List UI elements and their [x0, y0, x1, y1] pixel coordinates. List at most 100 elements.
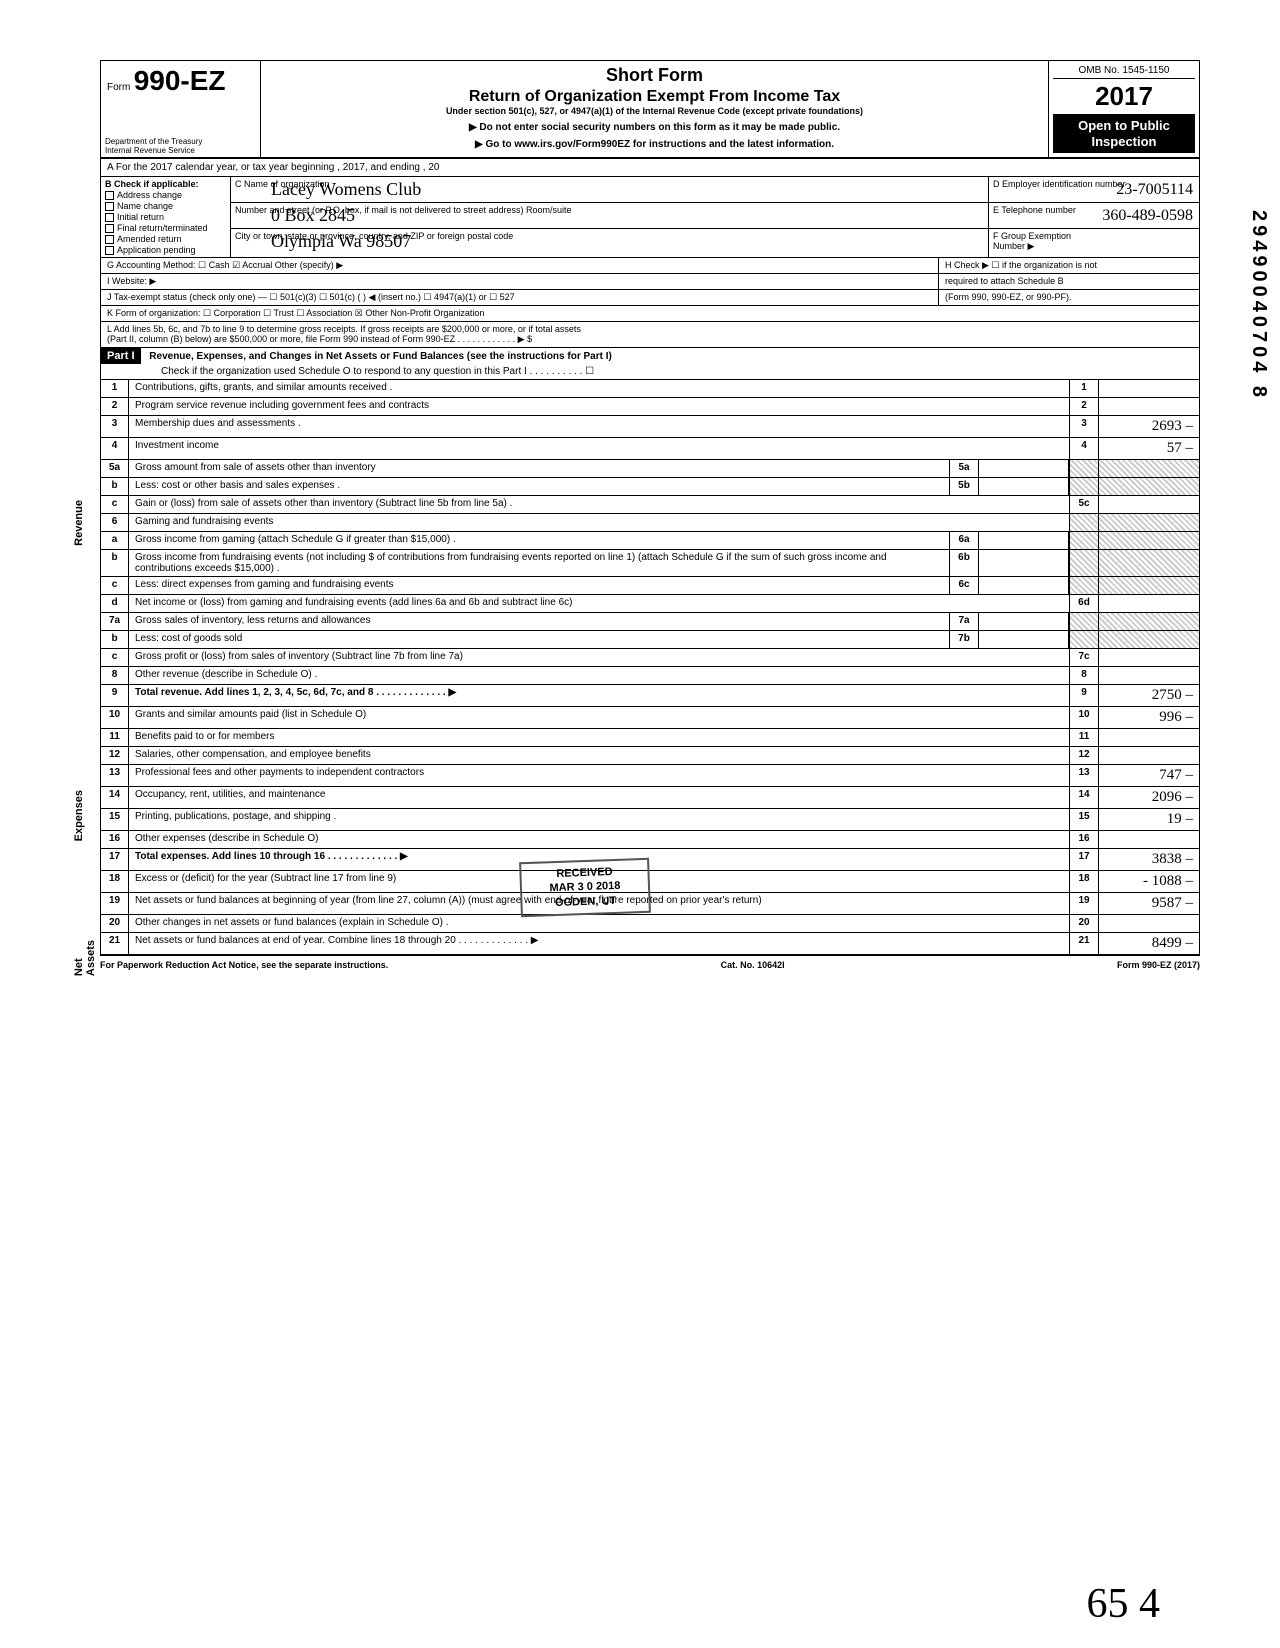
line-num: 2	[101, 398, 129, 415]
line-right-val[interactable]	[1099, 496, 1199, 513]
line-right-num: 16	[1069, 831, 1099, 848]
line-5a: 5aGross amount from sale of assets other…	[101, 460, 1199, 478]
line-right-val[interactable]: 9587 –	[1099, 893, 1199, 914]
line-right-num: 18	[1069, 871, 1099, 892]
line-right-val[interactable]	[1099, 380, 1199, 397]
line-sub-val[interactable]	[979, 532, 1069, 549]
line-sub-val[interactable]	[979, 460, 1069, 477]
check-final[interactable]: Final return/terminated	[105, 223, 226, 233]
line-right-num: 20	[1069, 915, 1099, 932]
line-sub-val[interactable]	[979, 631, 1069, 648]
line-right-num: 6d	[1069, 595, 1099, 612]
line-right-val[interactable]	[1099, 532, 1199, 549]
footer-center: Cat. No. 10642I	[721, 960, 785, 970]
line-desc: Investment income	[129, 438, 1069, 459]
line-right-val[interactable]	[1099, 577, 1199, 594]
line-right-num	[1069, 478, 1099, 495]
line-13: 13Professional fees and other payments t…	[101, 765, 1199, 787]
line-right-num: 9	[1069, 685, 1099, 706]
check-initial[interactable]: Initial return	[105, 212, 226, 222]
line-sub-box: 7b	[949, 631, 979, 648]
line-right-val[interactable]: - 1088 –	[1099, 871, 1199, 892]
open-public: Open to Public Inspection	[1053, 114, 1195, 153]
vertical-number: 29490040704 8	[1247, 210, 1270, 401]
line-right-num	[1069, 631, 1099, 648]
line-right-num: 11	[1069, 729, 1099, 746]
footer: For Paperwork Reduction Act Notice, see …	[100, 956, 1200, 974]
line-desc: Other changes in net assets or fund bala…	[129, 915, 1069, 932]
form-header: Form 990-EZ Department of the Treasury I…	[101, 61, 1199, 159]
line-right-val[interactable]: 3838 –	[1099, 849, 1199, 870]
title-small: Under section 501(c), 527, or 4947(a)(1)…	[271, 106, 1038, 116]
line-right-val[interactable]: 8499 –	[1099, 933, 1199, 954]
line-right-val[interactable]	[1099, 514, 1199, 531]
line-num: a	[101, 532, 129, 549]
phone-label: E Telephone number	[993, 205, 1076, 215]
line-a: aGross income from gaming (attach Schedu…	[101, 532, 1199, 550]
arrow2: ▶ Go to www.irs.gov/Form990EZ for instru…	[271, 139, 1038, 150]
line-right-val[interactable]: 2693 –	[1099, 416, 1199, 437]
line-right-val[interactable]	[1099, 747, 1199, 764]
check-address[interactable]: Address change	[105, 190, 226, 200]
line-sub-val[interactable]	[979, 478, 1069, 495]
check-amended[interactable]: Amended return	[105, 234, 226, 244]
form-number: 990-EZ	[134, 65, 226, 96]
line-right-val[interactable]	[1099, 478, 1199, 495]
line-12: 12Salaries, other compensation, and empl…	[101, 747, 1199, 765]
line-b: bGross income from fundraising events (n…	[101, 550, 1199, 577]
line-num: b	[101, 550, 129, 576]
line-sub-val[interactable]	[979, 613, 1069, 630]
line-right-val[interactable]	[1099, 595, 1199, 612]
line-sub-box: 7a	[949, 613, 979, 630]
year-num: 17	[1124, 81, 1153, 111]
line-sub-val[interactable]	[979, 577, 1069, 594]
line-right-val[interactable]	[1099, 550, 1199, 576]
line-sub-val[interactable]	[979, 550, 1069, 576]
line-num: 1	[101, 380, 129, 397]
line-right-val[interactable]	[1099, 649, 1199, 666]
line-right-val[interactable]	[1099, 667, 1199, 684]
line-right-val[interactable]	[1099, 729, 1199, 746]
phone-row: E Telephone number 360-489-0598	[989, 203, 1199, 229]
line-right-val[interactable]: 747 –	[1099, 765, 1199, 786]
check-pending[interactable]: Application pending	[105, 245, 226, 255]
check-name[interactable]: Name change	[105, 201, 226, 211]
line-right-num	[1069, 577, 1099, 594]
line-20: 20Other changes in net assets or fund ba…	[101, 915, 1199, 933]
part1-title: Revenue, Expenses, and Changes in Net As…	[143, 349, 618, 364]
title-cell: Short Form Return of Organization Exempt…	[261, 61, 1049, 157]
line-18: 18Excess or (deficit) for the year (Subt…	[101, 871, 1199, 893]
line-right-val[interactable]	[1099, 460, 1199, 477]
title-main: Short Form	[271, 65, 1038, 86]
line-11: 11Benefits paid to or for members11	[101, 729, 1199, 747]
ein-label: D Employer identification number	[993, 179, 1126, 189]
footer-left: For Paperwork Reduction Act Notice, see …	[100, 960, 388, 970]
line-right-val[interactable]	[1099, 398, 1199, 415]
line-right-val[interactable]	[1099, 915, 1199, 932]
line-right-num: 3	[1069, 416, 1099, 437]
line-desc: Less: cost or other basis and sales expe…	[129, 478, 949, 495]
col-c: C Name of organization Lacey Womens Club…	[231, 177, 989, 257]
line-num: 18	[101, 871, 129, 892]
line-right-val[interactable]: 19 –	[1099, 809, 1199, 830]
line-right-val[interactable]: 996 –	[1099, 707, 1199, 728]
line-num: 7a	[101, 613, 129, 630]
addr-value: 0 Box 2845	[271, 205, 355, 226]
bottom-handwriting: 65 4	[1087, 1580, 1161, 1628]
line-right-val[interactable]: 2750 –	[1099, 685, 1199, 706]
line-desc: Net assets or fund balances at end of ye…	[129, 933, 1069, 954]
ein-value: 23-7005114	[1116, 181, 1193, 199]
addr-row: Number and street (or P.O. box, if mail …	[231, 203, 988, 229]
line-right-val[interactable]	[1099, 831, 1199, 848]
line-right-val[interactable]: 2096 –	[1099, 787, 1199, 808]
line-right-num	[1069, 460, 1099, 477]
line-desc: Occupancy, rent, utilities, and maintena…	[129, 787, 1069, 808]
line-right-val[interactable]	[1099, 613, 1199, 630]
lines-section: Revenue Expenses Net Assets 1Contributio…	[101, 380, 1199, 955]
org-name-value: Lacey Womens Club	[271, 179, 421, 200]
line-right-val[interactable]: 57 –	[1099, 438, 1199, 459]
line-c: cGain or (loss) from sale of assets othe…	[101, 496, 1199, 514]
line-num: b	[101, 631, 129, 648]
dept-text: Department of the Treasury Internal Reve…	[105, 137, 202, 155]
line-right-val[interactable]	[1099, 631, 1199, 648]
